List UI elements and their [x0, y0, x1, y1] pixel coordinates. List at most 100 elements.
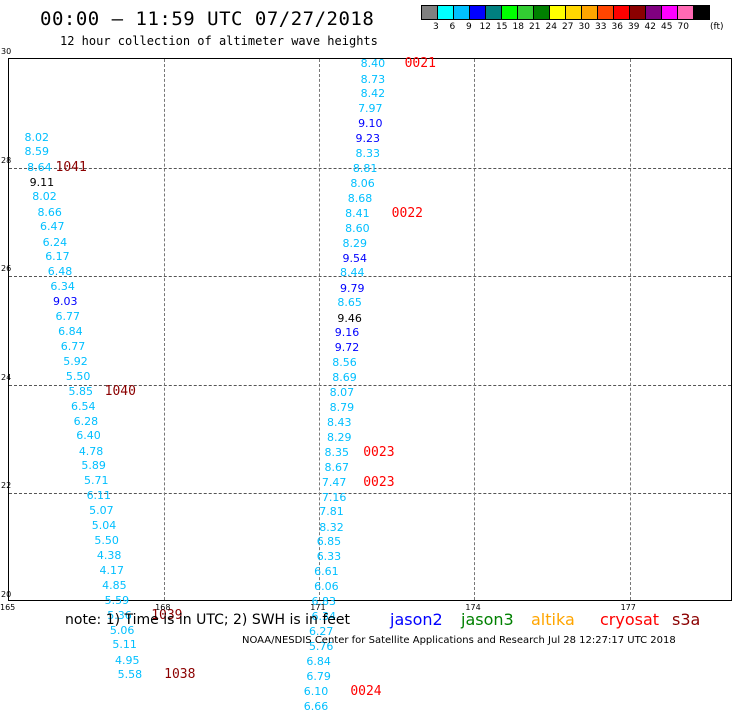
cryosat-wave-height-point: 9.23 [355, 132, 380, 146]
cryosat-wave-height-point: 6.61 [314, 565, 339, 579]
color-scale-label: 36 [611, 22, 623, 32]
s3a-wave-height-point: 9.11 [29, 175, 55, 189]
color-scale-swatch [501, 5, 518, 20]
s3a-wave-height-point: 8.02 [24, 130, 50, 144]
cryosat-time-label: 0022 [391, 205, 423, 221]
y-tick-label: 20 [1, 590, 12, 599]
s3a-time-label: 1038 [164, 667, 196, 683]
cryosat-wave-height-point: 6.33 [316, 550, 342, 564]
x-tick-label: 171 [310, 603, 326, 612]
cryosat-wave-height-point: 8.65 [337, 296, 362, 310]
gridline-vertical [629, 59, 631, 600]
color-scale-swatch [437, 5, 454, 20]
s3a-wave-height-point: 6.54 [71, 399, 96, 413]
gridline-vertical [319, 59, 321, 600]
cryosat-wave-height-point: 5.76 [308, 640, 334, 654]
cryosat-wave-height-point: 9.72 [334, 341, 360, 355]
cryosat-wave-height-point: 8.06 [350, 176, 375, 190]
color-scale-label: 6 [449, 22, 456, 32]
cryosat-wave-height-point: 8.07 [329, 385, 355, 399]
s3a-wave-height-point: 6.77 [60, 339, 86, 353]
gridline-horizontal [9, 384, 731, 386]
gridline-vertical [474, 59, 476, 600]
color-scale-label: 3 [433, 22, 439, 32]
chart-title: 00:00 – 11:59 UTC 07/27/2018 [40, 8, 375, 30]
s3a-wave-height-point: 8.64 [27, 160, 52, 174]
chart-subtitle: 12 hour collection of altimeter wave hei… [60, 34, 378, 48]
cryosat-wave-height-point: 8.40 [360, 57, 386, 71]
color-scale-swatch [533, 5, 550, 20]
color-scale-label: 21 [529, 22, 541, 32]
cryosat-wave-height-point: 8.35 [324, 445, 349, 459]
cryosat-wave-height-point: 8.81 [352, 162, 378, 176]
cryosat-wave-height-point: 8.68 [347, 192, 373, 206]
color-scale-swatch [565, 5, 582, 20]
cryosat-wave-height-point: 9.16 [334, 326, 360, 340]
chart-note: note: 1) Time is in UTC; 2) SWH is in fe… [65, 612, 351, 628]
cryosat-wave-height-point: 8.29 [327, 431, 352, 444]
color-scale-swatch [613, 5, 630, 20]
cryosat-time-label: 0024 [350, 683, 382, 699]
color-scale-label: 45 [661, 22, 673, 32]
legend-altika: altika [531, 610, 575, 629]
cryosat-wave-height-point: 6.27 [308, 624, 334, 638]
color-scale-swatch [453, 5, 470, 20]
color-scale-swatch [581, 5, 598, 20]
color-scale-label: 70 [677, 22, 689, 32]
color-scale-swatch [421, 5, 438, 20]
cryosat-wave-height-point: 8.56 [332, 356, 357, 370]
s3a-wave-height-point: 4.85 [102, 578, 127, 592]
s3a-wave-height-point: 5.58 [117, 668, 143, 682]
s3a-wave-height-point: 5.59 [104, 593, 130, 607]
legend-jason2: jason2 [390, 610, 443, 629]
cryosat-wave-height-point: 8.42 [360, 87, 386, 101]
cryosat-wave-height-point: 9.10 [358, 117, 383, 131]
plot-area: 8.02 8.59 8.64 9.11 8.02 8.66 6.47 6.24 6.17 6.48… [8, 57, 732, 712]
color-scale-swatch [517, 5, 534, 20]
s3a-wave-height-point: 5.89 [81, 459, 106, 473]
cryosat-wave-height-point: 6.34 [311, 610, 337, 624]
s3a-wave-height-point: 5.92 [63, 354, 88, 368]
s3a-wave-height-point: 5.06 [109, 623, 135, 637]
color-scale-label: 30 [578, 22, 590, 32]
cryosat-wave-height-point: 8.43 [327, 415, 352, 429]
cryosat-wave-height-point: 6.83 [311, 595, 337, 608]
s3a-wave-height-point: 5.07 [89, 504, 114, 518]
color-scale-swatch [469, 5, 486, 20]
color-scale-swatch [485, 5, 502, 20]
s3a-wave-height-point: 5.71 [83, 474, 109, 488]
x-tick-label: 177 [620, 603, 636, 612]
s3a-wave-height-point: 6.77 [55, 309, 81, 323]
color-scale-legend: (ft) 3 6 9 12 15 18 21 24 27 30 33 36 39 42 45 70 [421, 5, 740, 32]
cryosat-wave-height-point: 6.06 [314, 580, 339, 594]
s3a-wave-height-point: 6.34 [50, 280, 75, 294]
s3a-wave-height-point: 6.24 [42, 235, 68, 249]
cryosat-wave-height-point: 8.69 [332, 371, 357, 385]
color-scale-label: 15 [496, 22, 508, 32]
cryosat-wave-height-point: 6.79 [306, 669, 331, 683]
cryosat-wave-height-point: 7.81 [319, 505, 344, 519]
color-scale-swatch [549, 5, 566, 20]
color-scale-label: 24 [545, 22, 557, 32]
s3a-wave-height-point: 8.66 [37, 205, 62, 219]
cryosat-time-label: 0023 [363, 444, 395, 460]
s3a-wave-height-point: 6.28 [73, 414, 99, 428]
color-scale-swatch [629, 5, 646, 20]
cryosat-wave-height-point: 6.66 [303, 699, 329, 713]
color-scale-label: 42 [644, 22, 656, 32]
s3a-wave-height-point: 5.85 [68, 384, 93, 398]
y-tick-label: 22 [1, 481, 12, 491]
cryosat-wave-height-point: 8.44 [339, 266, 365, 280]
color-scale-swatch [645, 5, 662, 20]
s3a-time-label: 1039 [151, 607, 183, 623]
color-scale-label: 27 [562, 22, 574, 32]
s3a-wave-height-point: 9.03 [52, 295, 78, 309]
cryosat-wave-height-point: 8.79 [329, 401, 355, 415]
cryosat-wave-height-point: 8.32 [319, 520, 344, 534]
s3a-wave-height-point: 5.36 [107, 608, 132, 622]
cryosat-wave-height-point: 6.10 [303, 684, 329, 698]
s3a-wave-height-point: 8.59 [24, 145, 50, 159]
s3a-wave-height-point: 8.02 [32, 190, 57, 204]
s3a-time-label: 1041 [55, 159, 87, 175]
gridline-horizontal [9, 167, 731, 169]
